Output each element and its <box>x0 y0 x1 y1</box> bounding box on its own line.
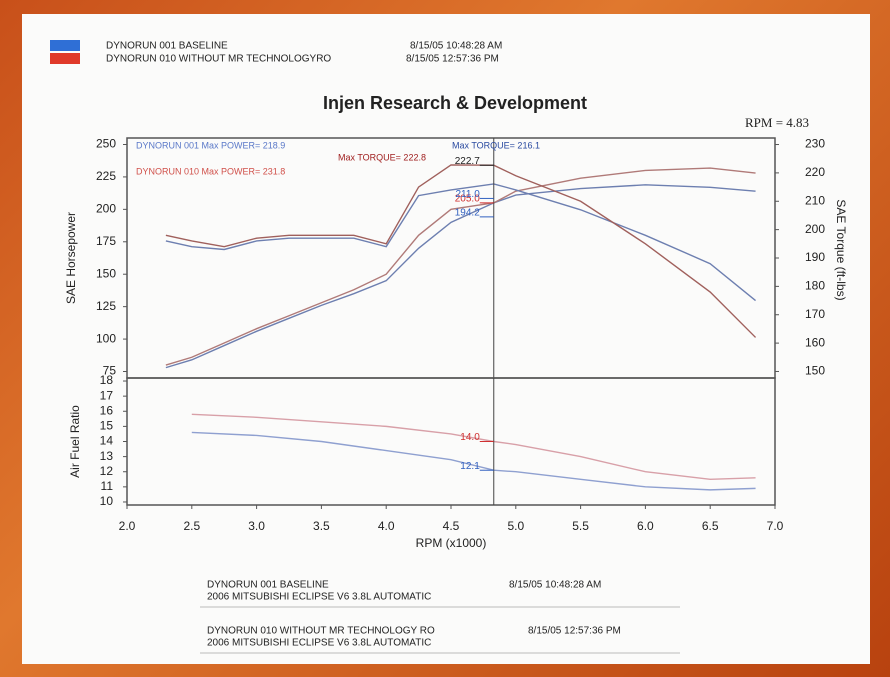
footer-car: 2006 MITSUBISHI ECLIPSE V6 3.8L AUTOMATI… <box>207 592 431 603</box>
readout-label: 14.0 <box>460 432 480 443</box>
x-tick-label: 4.0 <box>378 519 395 533</box>
x-tick-label: 5.0 <box>507 519 524 533</box>
y2-tick-label: 230 <box>805 137 825 151</box>
legend-swatch <box>50 53 80 64</box>
y-tick-label: 250 <box>96 137 116 151</box>
x-tick-label: 6.0 <box>637 519 654 533</box>
y2-tick-label: 150 <box>805 364 825 378</box>
note: DYNORUN 001 Max POWER= 218.9 <box>136 140 285 150</box>
x-tick-label: 2.5 <box>183 519 200 533</box>
x-tick-label: 6.5 <box>702 519 719 533</box>
series-line <box>165 184 756 369</box>
note: Max TORQUE= 222.8 <box>338 152 426 162</box>
y-tick-label: 15 <box>100 419 114 433</box>
footer-car: 2006 MITSUBISHI ECLIPSE V6 3.8L AUTOMATI… <box>207 638 431 649</box>
cursor-label: RPM = 4.83 <box>745 115 809 130</box>
y2-tick-label: 190 <box>805 250 825 264</box>
y-tick-label: 18 <box>100 373 114 387</box>
y-axis-label: Air Fuel Ratio <box>68 405 82 478</box>
y2-tick-label: 200 <box>805 222 825 236</box>
x-tick-label: 4.5 <box>443 519 460 533</box>
legend-name: DYNORUN 010 WITHOUT MR TECHNOLOGYRO <box>106 54 331 65</box>
footer-name: DYNORUN 001 BASELINE <box>207 580 329 591</box>
y-tick-label: 10 <box>100 494 114 508</box>
y-tick-label: 17 <box>100 388 114 402</box>
y2-tick-label: 180 <box>805 279 825 293</box>
y-tick-label: 175 <box>96 234 116 248</box>
y-tick-label: 11 <box>101 479 114 493</box>
y2-tick-label: 170 <box>805 307 825 321</box>
x-tick-label: 2.0 <box>119 519 136 533</box>
readout-label: 12.1 <box>460 461 480 472</box>
chart-title: Injen Research & Development <box>323 93 587 113</box>
footer-date: 8/15/05 12:57:36 PM <box>528 626 621 637</box>
readout-label: 222.7 <box>455 156 480 167</box>
y2-tick-label: 210 <box>805 193 825 207</box>
readout-label: 205.0 <box>455 194 480 205</box>
y-tick-label: 200 <box>96 202 116 216</box>
x-axis-label: RPM (x1000) <box>416 536 487 550</box>
y-tick-label: 75 <box>103 364 117 378</box>
readout-label: 211.0 <box>455 189 480 200</box>
x-tick-label: 3.5 <box>313 519 330 533</box>
y-tick-label: 16 <box>100 403 114 417</box>
y-axis-label: SAE Horsepower <box>64 212 78 304</box>
series-line <box>165 164 757 338</box>
legend-swatch <box>50 40 80 51</box>
y2-tick-label: 160 <box>805 335 825 349</box>
y-tick-label: 125 <box>96 299 116 313</box>
readout-label: 194.2 <box>455 208 480 219</box>
legend-name: DYNORUN 001 BASELINE <box>106 41 228 52</box>
y-tick-label: 14 <box>100 434 114 448</box>
footer-name: DYNORUN 010 WITHOUT MR TECHNOLOGY RO <box>207 626 435 637</box>
footer-date: 8/15/05 10:48:28 AM <box>509 580 601 591</box>
legend-date: 8/15/05 12:57:36 PM <box>406 54 499 65</box>
y-tick-label: 100 <box>96 331 116 345</box>
y2-tick-label: 220 <box>805 165 825 179</box>
x-tick-label: 7.0 <box>767 519 784 533</box>
y-tick-label: 13 <box>100 449 114 463</box>
legend-date: 8/15/05 10:48:28 AM <box>410 41 502 52</box>
note: DYNORUN 010 Max POWER= 231.8 <box>136 166 285 176</box>
x-tick-label: 5.5 <box>572 519 589 533</box>
y-tick-label: 150 <box>96 266 116 280</box>
x-tick-label: 3.0 <box>248 519 265 533</box>
y2-axis-label: SAE Torque (ft-lbs) <box>834 199 848 300</box>
note: Max TORQUE= 216.1 <box>452 140 540 150</box>
paper <box>22 14 870 664</box>
y-tick-label: 12 <box>100 464 114 478</box>
y-tick-label: 225 <box>96 169 116 183</box>
series-line <box>165 167 756 366</box>
